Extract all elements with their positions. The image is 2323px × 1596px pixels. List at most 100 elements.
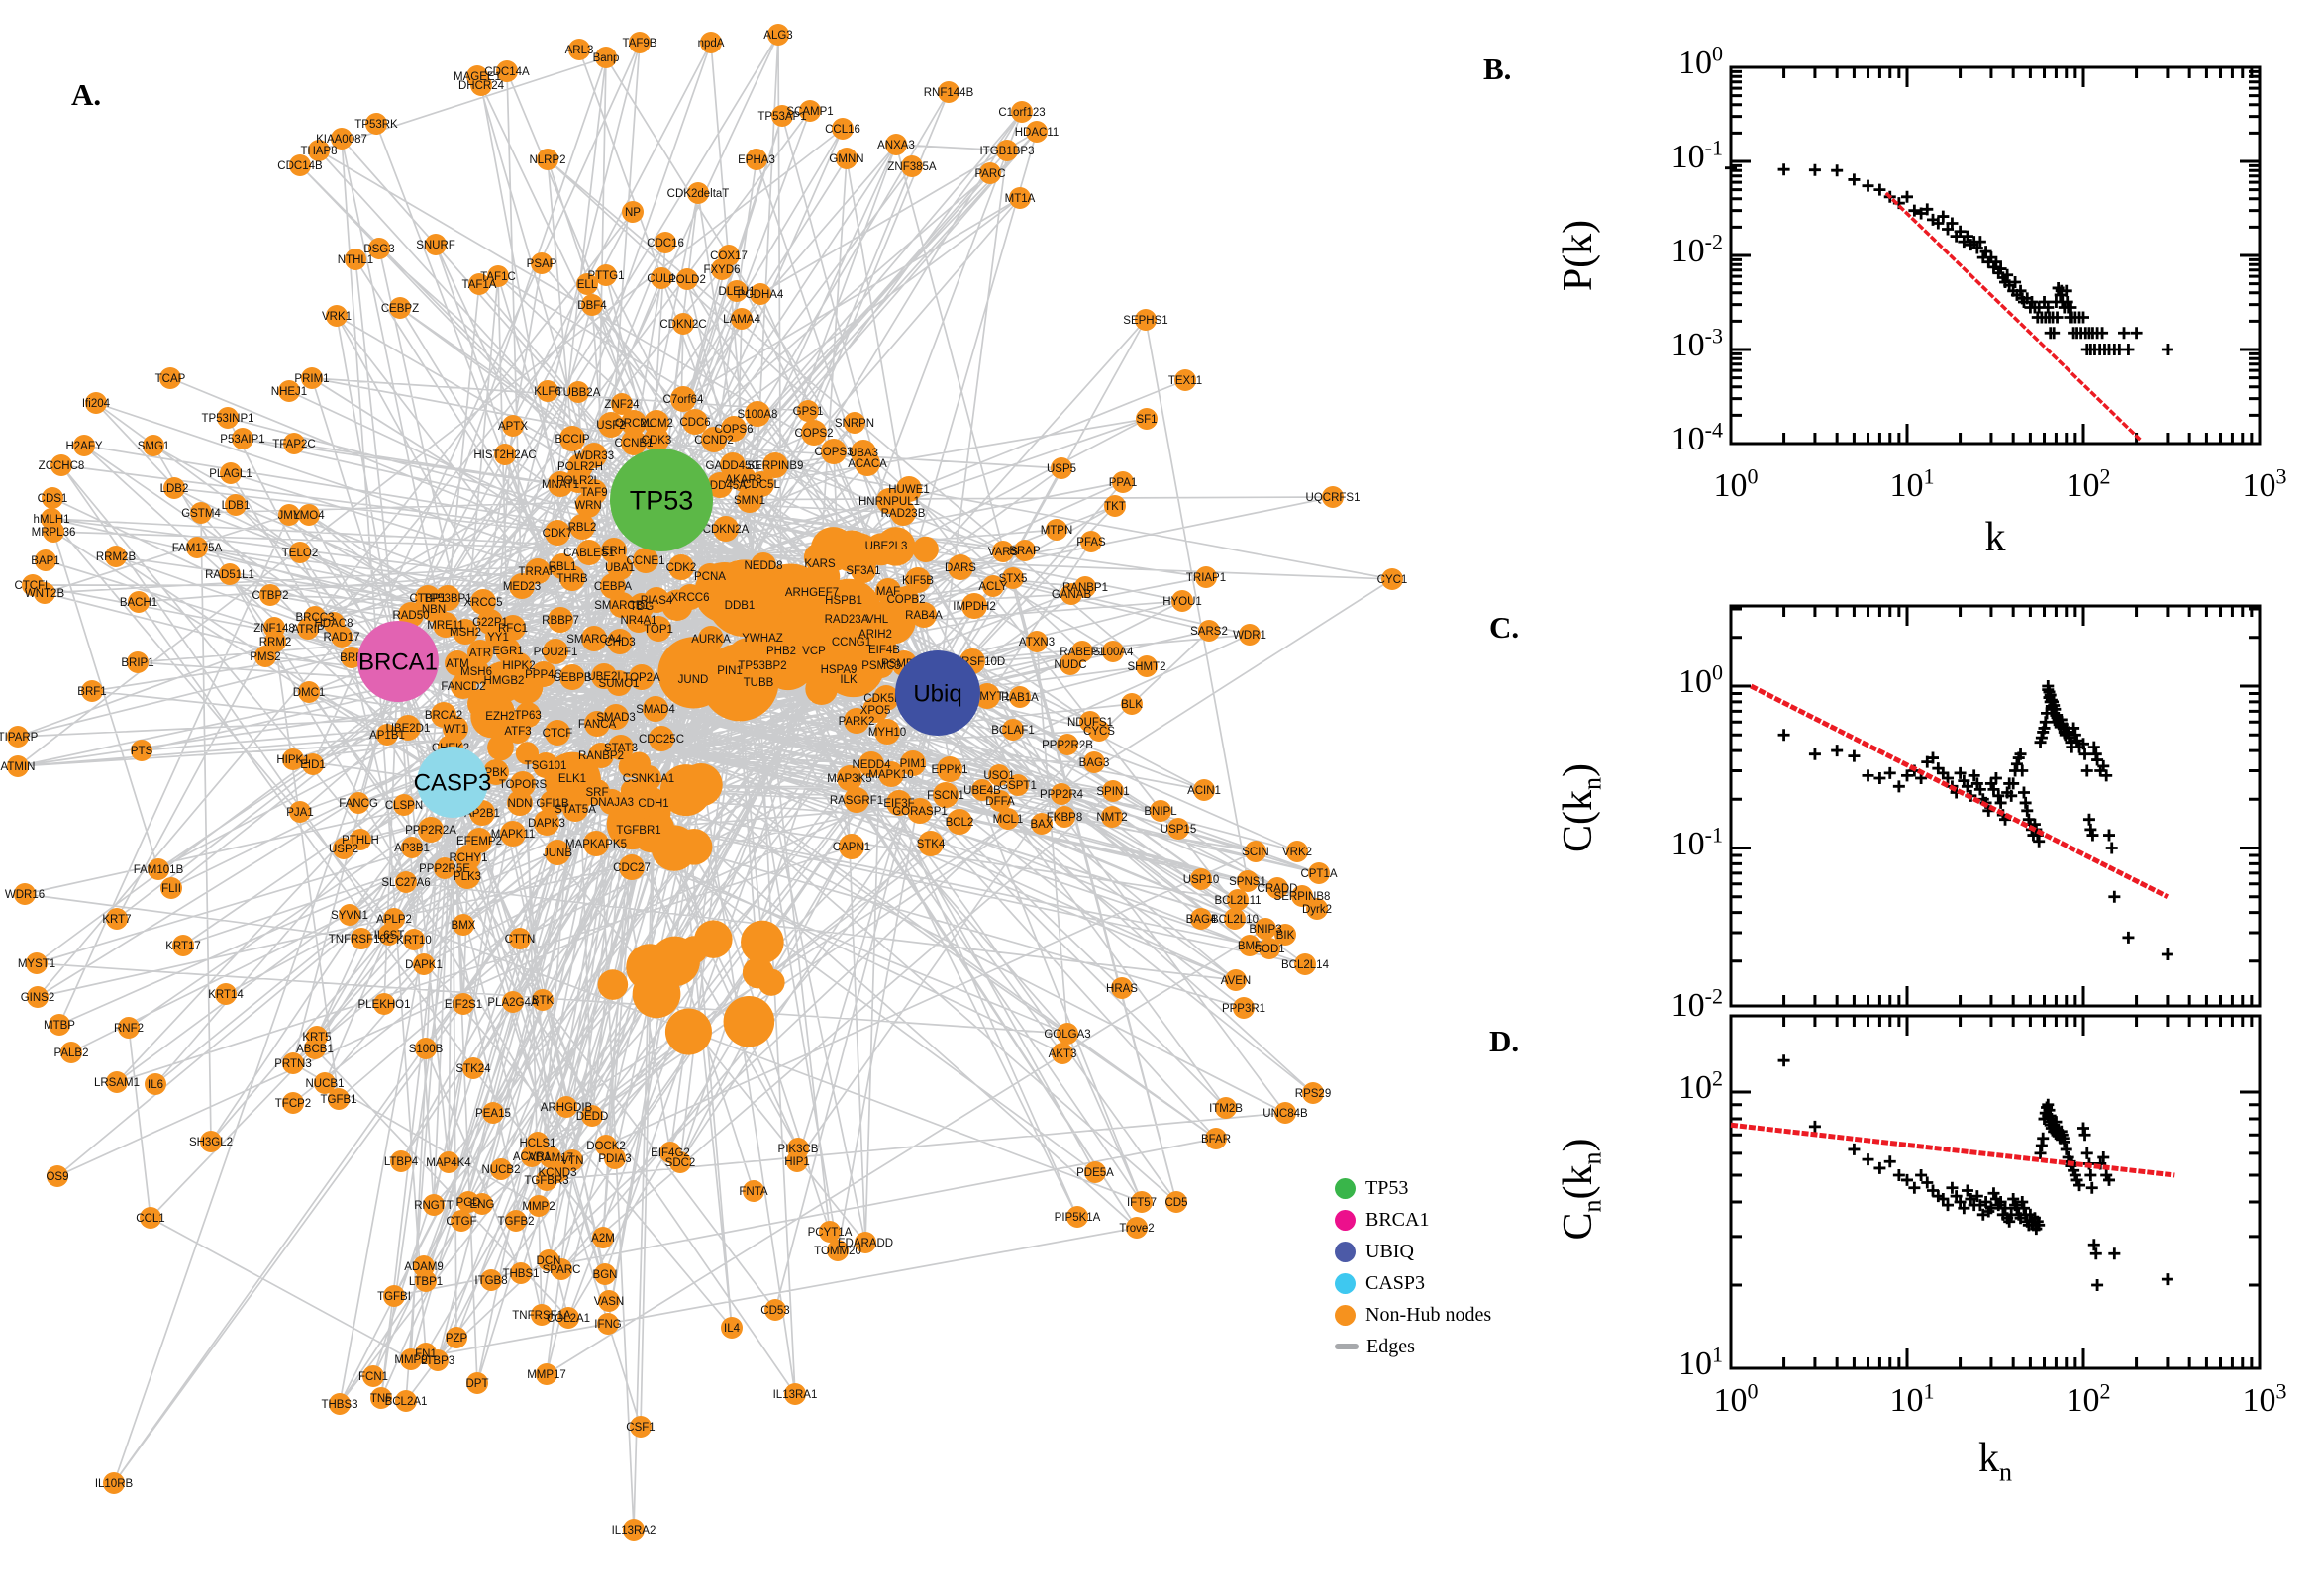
network-node [470, 74, 492, 96]
network-node [446, 1327, 467, 1348]
network-node [633, 548, 658, 573]
network-node [711, 258, 733, 280]
network-node-label: TKT [1104, 501, 1126, 513]
network-node [225, 494, 247, 516]
network-node [687, 182, 709, 204]
network-node-label: USF2 [596, 420, 625, 432]
network-node [743, 1180, 764, 1202]
network-node [395, 715, 421, 741]
network-node [893, 586, 919, 612]
network-node [543, 639, 568, 664]
network-node-label: JMY [278, 510, 301, 522]
network-node-label: BNIPL [1144, 806, 1177, 818]
network-node [190, 502, 212, 524]
network-node-label: IFNG [594, 1319, 622, 1331]
network-node [629, 664, 655, 690]
network-node-label: NEDD4 [853, 759, 892, 771]
network-node-label: CDK7 [543, 528, 573, 540]
network-node-label: BAX [1030, 819, 1053, 831]
network-node [26, 952, 48, 974]
network-node [1255, 918, 1276, 940]
network-cluster-node [650, 936, 700, 987]
network-node [621, 410, 647, 436]
network-node [509, 573, 535, 599]
axis-title-segment: n [1577, 1199, 1607, 1213]
network-node [289, 154, 311, 176]
network-node-label: DDB1 [725, 600, 756, 612]
network-node-label: Banp [593, 52, 620, 64]
network-node-label: GANAB [1052, 589, 1092, 601]
network-node [1102, 641, 1124, 662]
network-node-label: IL10RB [95, 1478, 134, 1490]
network-node [762, 452, 788, 478]
network-node-label: AVEN [1221, 975, 1251, 987]
network-node [1274, 924, 1296, 946]
network-node-label: CHD3 [604, 637, 635, 648]
network-node [701, 427, 727, 452]
network-node [839, 629, 864, 654]
network-node-label: SLC27A6 [381, 877, 430, 889]
network-node-label: HIST2H2AC [473, 449, 536, 461]
network-node [304, 606, 326, 628]
network-node [1381, 568, 1403, 590]
network-node [874, 719, 900, 745]
network-node-label: UBE2I [587, 671, 620, 683]
network-node [1112, 471, 1134, 493]
network-node-label: EZH2 [485, 711, 514, 723]
network-node [282, 1052, 304, 1074]
network-node-label: A2M [591, 1233, 615, 1245]
panel-a-label: A. [71, 77, 102, 112]
network-node [576, 540, 602, 565]
network-node [118, 1017, 140, 1039]
network-node-label: EDARADD [838, 1238, 893, 1249]
network-node-label: H2AFY [65, 441, 102, 452]
network-cluster-node [741, 920, 784, 964]
network-node [50, 454, 72, 476]
network-node-label: MAP3K5 [827, 773, 871, 785]
network-cluster-node [487, 734, 514, 761]
network-node [451, 673, 476, 699]
plot-frame [1729, 604, 2262, 1008]
network-node [1057, 734, 1078, 755]
xtick-label-D: 103 [2242, 1378, 2287, 1419]
network-node [771, 105, 793, 127]
network-node-label: BRCA2 [425, 710, 462, 722]
network-node [682, 409, 708, 435]
network-node-label: COPB2 [887, 594, 926, 606]
network-node-label: BRIP1 [121, 657, 153, 669]
network-node [27, 986, 49, 1008]
network-node [540, 790, 565, 816]
network-node-label: CTBP1 [409, 593, 446, 605]
network-node-label: KRT5 [302, 1032, 331, 1044]
network-node [532, 989, 554, 1011]
network-node-label: CCL16 [825, 124, 860, 136]
network-node-label: MCL1 [993, 814, 1024, 826]
network-node [676, 268, 698, 290]
network-node [827, 1240, 849, 1261]
network-node-label: ATXN3 [1019, 637, 1055, 648]
network-node-label: RAD23A [825, 614, 869, 626]
network-node [282, 1092, 304, 1114]
ytick-label-C: 100 [1678, 659, 1723, 700]
network-node [836, 148, 858, 169]
network-node [844, 708, 869, 734]
network-node [49, 1014, 70, 1036]
network-node-label: CCND2 [694, 435, 734, 447]
network-node-label: TP53BP2 [738, 660, 786, 672]
network-node [745, 401, 770, 427]
network-node [415, 1270, 437, 1292]
network-node-label: WT1 [444, 724, 467, 736]
network-cluster-node [694, 920, 733, 958]
network-node-label: TP63 [514, 710, 542, 722]
network-node [834, 606, 859, 632]
network-node-label: SPNS1 [1229, 876, 1266, 888]
network-node-label: TAF1A [462, 279, 497, 291]
network-node [1052, 1043, 1073, 1064]
network-node-label: CRADD [1258, 883, 1298, 895]
network-node-label: PPP2R2B [1042, 740, 1093, 751]
network-node [855, 1232, 876, 1253]
network-node [1060, 583, 1082, 605]
network-node [948, 554, 973, 580]
network-cluster-node [664, 1008, 712, 1055]
network-node-label: MT1A [1005, 193, 1036, 205]
